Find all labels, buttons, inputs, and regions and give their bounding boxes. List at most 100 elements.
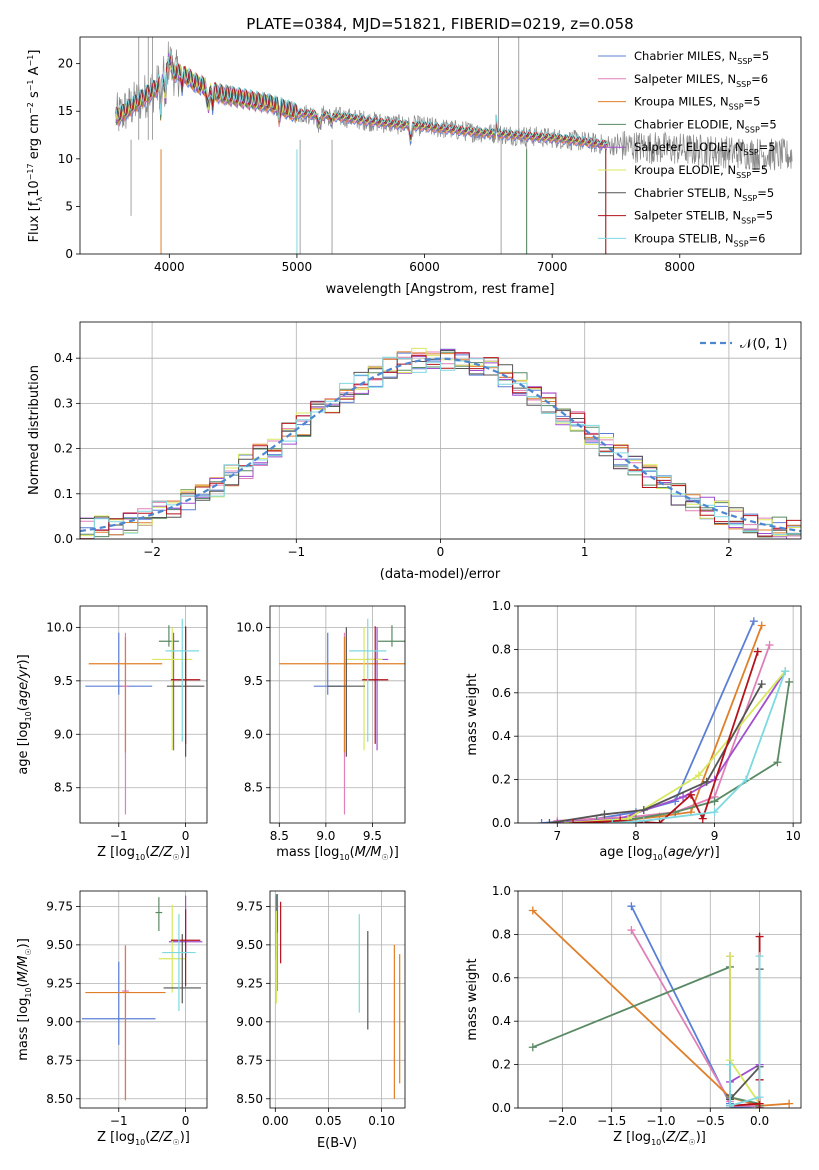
y-tick-label: 0.1	[54, 487, 73, 501]
label-part: (	[16, 706, 31, 711]
weight-marker	[773, 758, 782, 767]
label-part: −1	[26, 55, 35, 67]
label-part: =6	[751, 72, 768, 86]
label-part: Z [log	[613, 1130, 651, 1145]
weight-marker	[639, 816, 648, 823]
weight-marker	[755, 1093, 764, 1102]
label-part: =5	[744, 95, 761, 109]
y-tick-label: 0.0	[492, 816, 511, 830]
y-tick-label: 9.75	[46, 899, 73, 913]
x-tick-label: 9.0	[316, 829, 335, 843]
legend-entry: Salpeter ELODIE, NSSP=5	[634, 140, 776, 157]
label-part: (	[350, 845, 355, 860]
weight-line	[532, 965, 761, 1106]
label-part: =5	[757, 186, 774, 200]
y-tick-label: 0.0	[54, 532, 73, 546]
plot-area	[80, 347, 801, 539]
label-part: erg cm	[27, 114, 42, 163]
x-tick-label: 0	[182, 1114, 190, 1128]
weight-marker	[755, 932, 764, 941]
y-tick-label: 8.50	[46, 1092, 73, 1106]
x-tick-label: 0.00	[262, 1114, 289, 1128]
label-part: Z [log	[97, 1130, 135, 1145]
label-part: ☉	[24, 948, 33, 955]
y-tick-label: 8.75	[236, 1053, 263, 1067]
weight-marker	[753, 647, 762, 656]
label-part: )]	[710, 845, 720, 860]
label-part: Kroupa ELODIE, N	[634, 163, 736, 177]
label-part: age [log	[16, 721, 31, 774]
legend-entry: Chabrier ELODIE, NSSP=5	[634, 117, 777, 134]
weight-marker	[698, 814, 707, 823]
label-part: Kroupa STELIB, N	[634, 231, 734, 245]
weight-marker	[702, 777, 711, 786]
x-tick-label: 0.05	[315, 1114, 342, 1128]
label-part: =5	[759, 140, 776, 154]
y-tick-label: 0	[65, 247, 73, 261]
label-part: SSP	[745, 125, 760, 134]
y-tick-label: 0.4	[54, 351, 73, 365]
y-tick-label: 9.50	[236, 938, 263, 952]
label-part: =6	[749, 231, 766, 245]
plot-area	[528, 902, 794, 1108]
label-part: s	[27, 91, 42, 102]
label-part: Flux [f	[27, 201, 42, 242]
label-part: 10	[24, 987, 33, 997]
model-spectrum	[115, 50, 608, 145]
weight-marker	[569, 819, 578, 823]
axes-frame	[79, 36, 802, 255]
x-tick-label: 10	[785, 829, 800, 843]
weight-line	[557, 644, 771, 822]
weight-line	[630, 929, 761, 1108]
legend-entry: Kroupa ELODIE, NSSP=5	[634, 163, 768, 180]
y-tick-label: 8.5	[54, 781, 73, 795]
label-part: age/yr	[16, 663, 31, 706]
label-part: age [log	[599, 845, 652, 860]
plot-area	[275, 894, 401, 1099]
legend-entry: Chabrier STELIB, NSSP=5	[634, 186, 774, 203]
x-axis-label: Z [log10(Z/Z☉)]	[97, 1130, 190, 1147]
label-part: ]	[27, 50, 42, 55]
x-tick-label: 8.5	[270, 829, 289, 843]
x-tick-label: 5000	[282, 260, 313, 274]
weight-marker	[755, 1104, 764, 1108]
plot-area	[115, 37, 793, 254]
label-part: Chabrier STELIB, N	[634, 186, 742, 200]
x-tick-label: 8	[632, 829, 640, 843]
label-part: −1	[26, 79, 35, 91]
weight-vs-metallicity-plot: −2.0 −1.5 −1.0 −0.5 0.0 0.0 0.2 0.4 0.6 0.8 1.0 Z […	[465, 884, 802, 1147]
y-tick-label: 1.0	[492, 884, 511, 898]
y-tick-label: 0.8	[492, 927, 511, 941]
y-axis-label: Normed distribution	[27, 365, 42, 495]
x-tick-label: −1	[287, 545, 305, 559]
label-part: (	[16, 982, 31, 987]
weight-marker	[726, 1060, 735, 1069]
x-axis-label: (data-model)/error	[380, 567, 501, 582]
label-part: (	[145, 1130, 150, 1145]
weight-marker	[627, 902, 636, 911]
x-axis-label: Z [log10(Z/Z☉)]	[97, 845, 190, 862]
label-part: λ	[35, 197, 44, 202]
x-tick-label: −0.5	[696, 1114, 725, 1128]
y-tick-label: 0.6	[492, 971, 511, 985]
weight-marker	[616, 816, 625, 823]
weight-marker	[749, 617, 758, 626]
weight-marker	[679, 792, 688, 801]
figure-title: PLATE=0384, MJD=51821, FIBERID=0219, z=0…	[246, 15, 633, 33]
weight-marker	[765, 641, 774, 650]
weight-line	[729, 956, 761, 1108]
plot-area	[82, 895, 203, 1101]
y-tick-label: 10.0	[236, 620, 263, 634]
label-part: SSP	[741, 217, 756, 226]
x-tick-label: −1.5	[597, 1114, 626, 1128]
gaussian-curve	[80, 357, 801, 533]
y-tick-label: 0.3	[54, 396, 73, 410]
x-axis-label: age [log10(age/yr)]	[599, 845, 719, 862]
y-tick-label: 9.5	[244, 674, 263, 688]
y-tick-label: 10	[58, 152, 73, 166]
weight-line	[729, 956, 761, 1108]
legend-entry: Salpeter STELIB, NSSP=5	[634, 209, 773, 226]
label-part: (	[145, 845, 150, 860]
y-tick-label: 20	[58, 57, 73, 71]
